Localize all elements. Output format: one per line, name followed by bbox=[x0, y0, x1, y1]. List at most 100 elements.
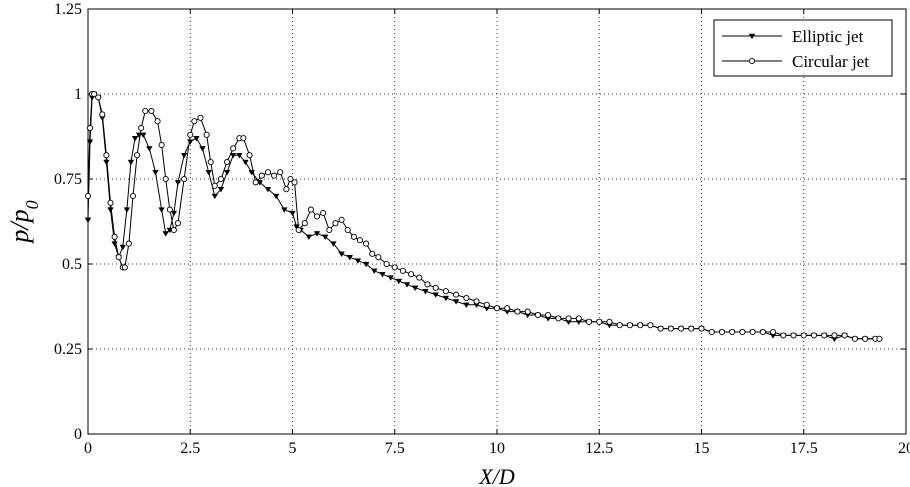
circle-marker bbox=[831, 332, 838, 339]
x-axis-label: X/D bbox=[478, 464, 515, 487]
triangle-marker bbox=[371, 268, 378, 275]
circle-marker bbox=[211, 182, 218, 189]
circle-marker bbox=[432, 284, 439, 291]
circle-marker bbox=[739, 328, 746, 336]
circle-marker bbox=[375, 254, 382, 261]
triangle-marker bbox=[313, 231, 321, 237]
triangle-marker bbox=[411, 285, 419, 292]
circle-marker bbox=[103, 152, 110, 159]
circle-marker bbox=[162, 175, 169, 183]
y-tick-label: 1 bbox=[74, 86, 82, 103]
circle-marker bbox=[125, 240, 132, 247]
circle-marker bbox=[647, 322, 654, 329]
x-tick-label: 7.5 bbox=[385, 440, 405, 457]
circle-marker bbox=[287, 175, 294, 183]
series-line bbox=[87, 93, 876, 340]
triangle-marker bbox=[305, 234, 313, 241]
y-axis-label: p/p0 bbox=[5, 200, 42, 244]
circle-marker bbox=[391, 264, 398, 271]
circle-marker bbox=[86, 124, 94, 132]
circle-marker bbox=[626, 322, 633, 329]
triangle-marker bbox=[346, 254, 353, 261]
circle-marker bbox=[399, 267, 406, 274]
circle-marker bbox=[138, 124, 145, 132]
triangle-marker bbox=[84, 217, 92, 224]
circle-marker bbox=[291, 179, 298, 186]
circle-marker bbox=[688, 325, 695, 332]
axis-ticks: 0 2.5 5 7.5 10 12.5 15 17.5 20 0 0.25 0.5 0.75 1 1.25 bbox=[54, 1, 910, 457]
circle-marker bbox=[463, 294, 470, 302]
series-circular-jet bbox=[84, 90, 883, 342]
circle-marker bbox=[616, 322, 623, 329]
circle-marker bbox=[240, 135, 247, 142]
circle-marker bbox=[142, 107, 149, 115]
triangle-marker bbox=[354, 258, 362, 264]
triangle-marker bbox=[170, 210, 178, 217]
circle-marker bbox=[320, 209, 327, 217]
x-tick-label: 20 bbox=[898, 440, 910, 457]
circle-marker bbox=[729, 328, 736, 336]
triangle-marker bbox=[217, 186, 225, 193]
circle-marker bbox=[283, 186, 290, 193]
legend-label: Elliptic jet bbox=[792, 27, 864, 46]
legend-entries: Elliptic jet Circular jet bbox=[722, 27, 869, 71]
circle-marker bbox=[307, 206, 314, 213]
x-tick-label: 2.5 bbox=[180, 440, 200, 457]
circle-marker bbox=[606, 318, 613, 325]
triangle-marker bbox=[158, 207, 165, 213]
circle-marker bbox=[134, 152, 141, 159]
circle-marker bbox=[271, 172, 278, 179]
legend-entry: Elliptic jet bbox=[722, 27, 864, 46]
circle-marker bbox=[504, 305, 511, 312]
circle-marker bbox=[790, 332, 797, 339]
circle-marker bbox=[99, 111, 106, 118]
circle-marker bbox=[514, 308, 521, 315]
triangle-marker bbox=[432, 292, 439, 298]
circle-marker bbox=[84, 192, 92, 200]
triangle-marker bbox=[152, 169, 159, 176]
circle-marker bbox=[264, 169, 272, 176]
legend-box bbox=[713, 19, 893, 77]
circle-marker bbox=[862, 335, 869, 342]
circle-marker bbox=[416, 274, 423, 281]
y-axis-label-subscript: 0 bbox=[22, 200, 42, 209]
circle-marker bbox=[851, 335, 858, 342]
circle-marker bbox=[111, 233, 118, 240]
triangle-marker bbox=[422, 288, 429, 295]
circle-marker bbox=[876, 335, 883, 342]
circle-marker bbox=[326, 226, 333, 234]
triangle-marker bbox=[403, 282, 411, 288]
circle-marker bbox=[338, 216, 345, 223]
circle-marker bbox=[197, 114, 204, 121]
x-tick-label: 10 bbox=[489, 440, 505, 457]
circle-marker bbox=[698, 325, 705, 332]
y-tick-label: 0.5 bbox=[62, 256, 82, 273]
y-tick-label: 0.75 bbox=[54, 171, 82, 188]
triangle-marker bbox=[362, 261, 370, 268]
circle-marker bbox=[363, 240, 370, 247]
series-lines bbox=[84, 90, 883, 343]
triangle-marker bbox=[289, 210, 296, 217]
circle-marker bbox=[301, 220, 308, 227]
circle-marker bbox=[841, 332, 848, 339]
x-tick-label: 17.5 bbox=[790, 440, 818, 457]
legend: Elliptic jet Circular jet bbox=[713, 19, 893, 77]
triangle-marker bbox=[330, 241, 337, 247]
triangle-marker bbox=[236, 152, 243, 159]
circle-marker bbox=[473, 298, 480, 305]
triangle-marker bbox=[127, 159, 135, 166]
circle-marker bbox=[91, 90, 98, 98]
x-tick-label: 15 bbox=[694, 440, 710, 457]
circle-marker bbox=[442, 288, 449, 295]
circle-marker bbox=[575, 315, 582, 322]
circle-marker bbox=[718, 328, 726, 336]
triangle-marker bbox=[211, 193, 219, 200]
circle-marker bbox=[534, 311, 541, 319]
circle-marker bbox=[524, 308, 531, 315]
circle-marker bbox=[217, 175, 224, 183]
triangle-marker bbox=[379, 271, 386, 278]
circle-marker bbox=[344, 226, 351, 234]
circle-marker bbox=[821, 332, 828, 339]
triangle-marker bbox=[187, 139, 194, 145]
